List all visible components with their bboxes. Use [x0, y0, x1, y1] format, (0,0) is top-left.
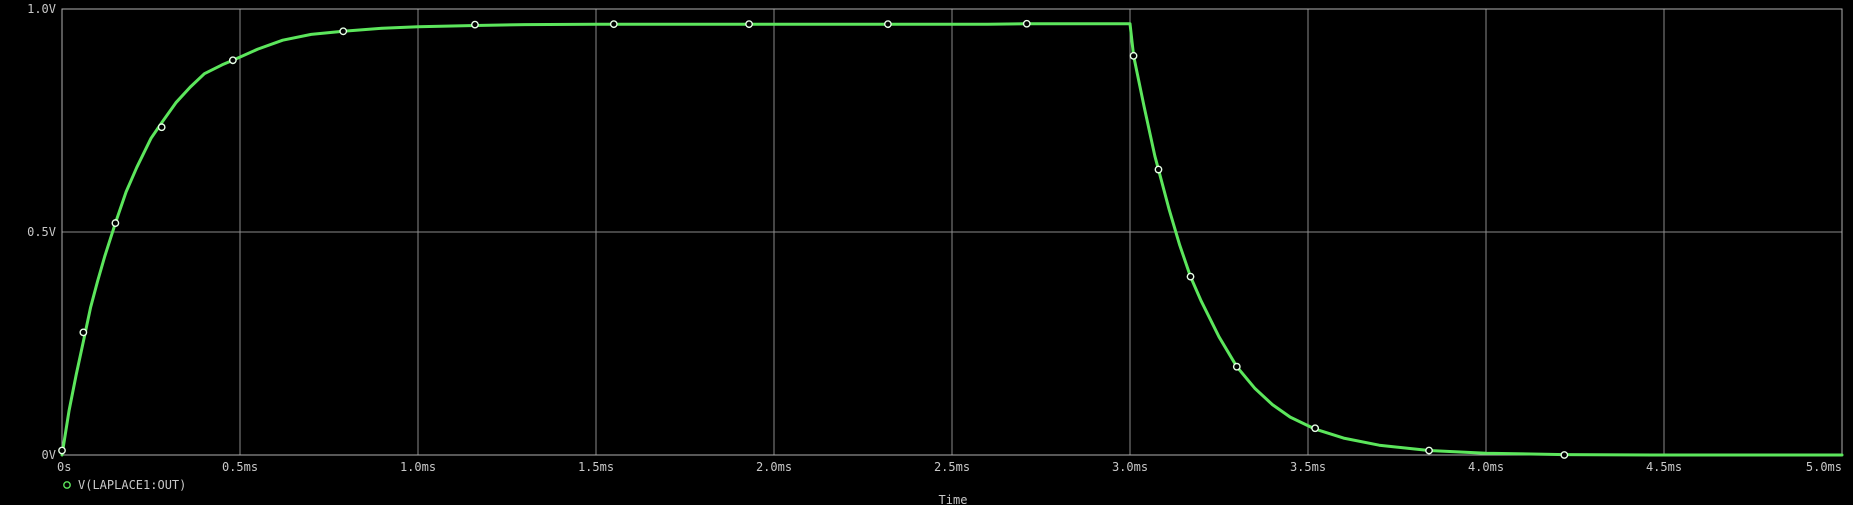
plot-area-border — [61, 8, 1843, 456]
x-tick-label: 3.0ms — [1112, 460, 1148, 474]
legend[interactable]: V(LAPLACE1:OUT) — [63, 478, 187, 492]
data-point-marker — [884, 20, 892, 29]
data-point-marker — [339, 27, 348, 36]
x-tick-label: 1.0ms — [400, 460, 436, 474]
data-point-marker — [1425, 446, 1433, 455]
data-point-marker — [1232, 362, 1241, 371]
y-tick-label: 1.0V — [27, 2, 56, 16]
data-point-marker — [228, 56, 237, 65]
data-point-marker — [58, 446, 66, 455]
x-tick-label: 5.0ms — [1806, 460, 1842, 474]
series-line — [60, 22, 1844, 457]
x-axis-ticks: 0s 0.5ms 1.0ms 1.5ms 2.0ms 2.5ms 3.0ms 3.5ms 4.0… — [57, 460, 1842, 474]
data-point-marker — [1129, 51, 1138, 60]
data-point-marker — [1560, 451, 1569, 459]
x-tick-label: 0.5ms — [222, 460, 258, 474]
legend-marker-icon — [63, 481, 71, 489]
y-tick-label: 0.5V — [27, 225, 56, 239]
x-axis-label: Time — [939, 493, 968, 505]
data-point-marker — [1186, 272, 1195, 281]
plot-frame — [61, 8, 1843, 456]
series-layer — [58, 19, 1844, 459]
data-point-marker — [79, 328, 88, 337]
x-tick-label: 4.5ms — [1646, 460, 1682, 474]
x-tick-label: 4.0ms — [1468, 460, 1504, 474]
data-point-marker — [111, 219, 120, 227]
legend-label: V(LAPLACE1:OUT) — [78, 478, 186, 492]
x-tick-label: 0s — [57, 460, 71, 474]
data-point-marker — [745, 20, 753, 29]
x-tick-label: 2.0ms — [756, 460, 792, 474]
x-tick-label: 1.5ms — [578, 460, 614, 474]
x-tick-label: 3.5ms — [1290, 460, 1326, 474]
y-tick-label: 0V — [42, 448, 56, 462]
data-point-marker — [157, 123, 166, 132]
data-point-marker — [609, 20, 618, 29]
data-point-marker — [1311, 424, 1320, 433]
data-point-marker — [1154, 165, 1163, 174]
data-point-marker — [471, 20, 479, 29]
data-point-marker — [1022, 19, 1031, 28]
y-axis-ticks: 0V 0.5V 1.0V — [27, 2, 56, 462]
x-tick-label: 2.5ms — [934, 460, 970, 474]
